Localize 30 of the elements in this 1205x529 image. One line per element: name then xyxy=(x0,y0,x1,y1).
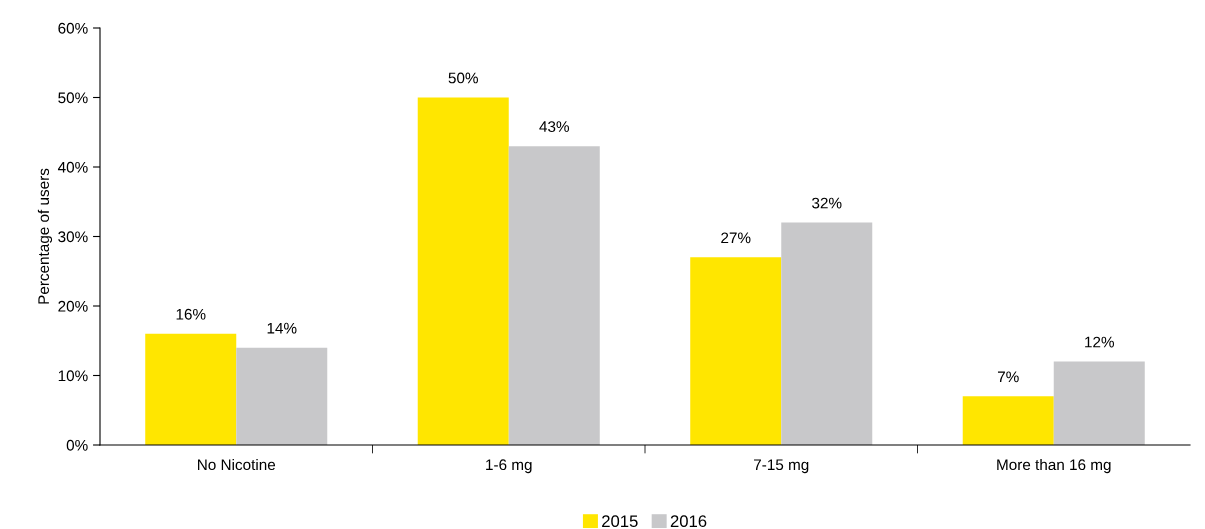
data-label: 50% xyxy=(448,72,478,84)
y-tick-label: 0% xyxy=(66,439,88,451)
bar xyxy=(236,347,328,445)
bar xyxy=(1053,361,1145,445)
bar xyxy=(508,146,600,445)
data-label: 7% xyxy=(997,371,1019,383)
y-tick-label: 40% xyxy=(57,161,88,173)
bar xyxy=(417,97,509,445)
bar xyxy=(781,222,873,445)
data-label: 27% xyxy=(721,232,751,244)
data-label: 14% xyxy=(267,322,297,334)
x-tick-label: No Nicotine xyxy=(198,458,276,471)
y-tick-label: 50% xyxy=(58,92,88,104)
y-axis-title: Percentage of users xyxy=(37,168,53,304)
y-tick-label: 20% xyxy=(58,300,88,312)
bar xyxy=(145,333,237,445)
x-tick-label: More than 16 mg xyxy=(997,458,1111,474)
data-label: 32% xyxy=(812,197,842,209)
y-tick-label: 60% xyxy=(58,22,88,34)
legend-label: 2015 xyxy=(602,515,638,528)
data-label: 43% xyxy=(539,121,569,133)
bar xyxy=(962,396,1054,445)
y-tick-label: 30% xyxy=(58,231,88,243)
x-tick-label: 7-15 mg xyxy=(754,459,809,474)
y-tick-label: 10% xyxy=(58,370,88,382)
data-label: 12% xyxy=(1085,336,1114,348)
bar xyxy=(690,257,782,445)
legend-label: 2016 xyxy=(670,515,707,528)
data-label: 16% xyxy=(176,308,206,320)
x-tick-label: 1-6 mg xyxy=(486,459,532,474)
